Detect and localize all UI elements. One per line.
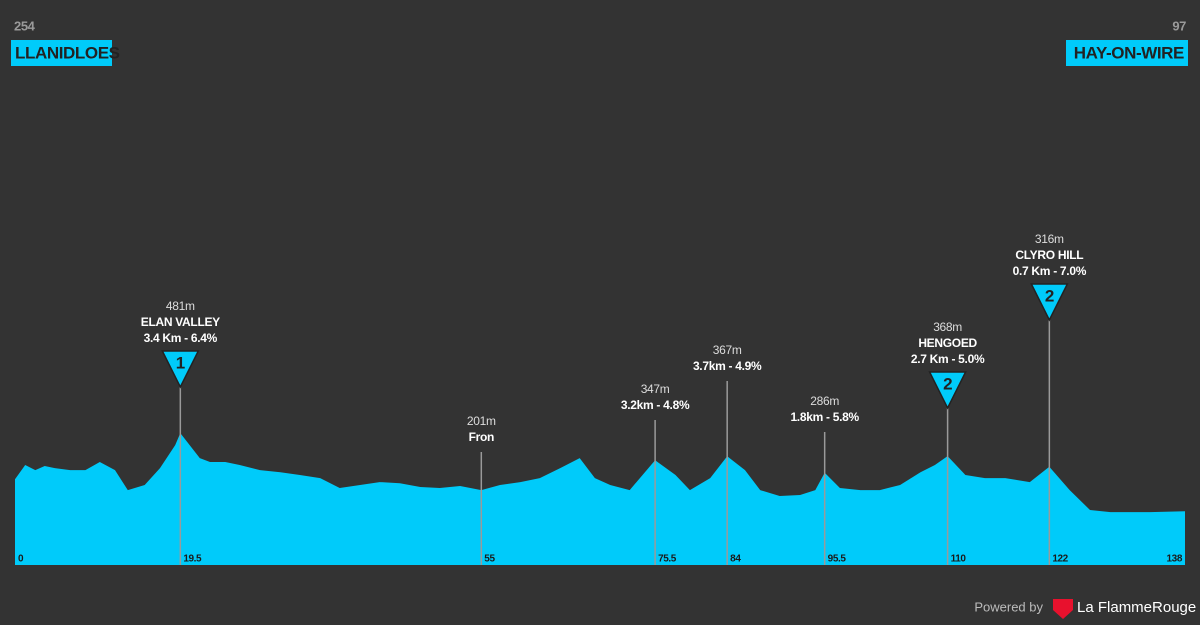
climb-category: 2	[1045, 286, 1054, 305]
climb-name: CLYRO HILL	[1015, 248, 1083, 262]
x-tick-label: 19.5	[183, 554, 202, 565]
brand: La FlammeRouge	[1077, 599, 1196, 616]
x-tick-label: 138	[1167, 554, 1183, 565]
powered-by: Powered by	[974, 599, 1043, 614]
x-tick-label: 95.5	[828, 554, 847, 565]
climb-category-marker	[161, 350, 200, 389]
climb-elevation: 201m	[467, 414, 496, 428]
x-tick-label: 84	[730, 554, 741, 565]
climb-category-marker	[1030, 283, 1069, 322]
x-tick-label: 55	[484, 554, 495, 565]
climb-detail: 3.7km - 4.9%	[693, 359, 762, 373]
start-box	[11, 40, 112, 66]
brand-logo	[1053, 599, 1073, 619]
climb-name: ELAN VALLEY	[141, 315, 220, 329]
profile-area	[15, 433, 1185, 565]
climb-elevation: 481m	[166, 299, 195, 313]
climb-detail: 1.8km - 5.8%	[790, 410, 859, 424]
climb-name: HENGOED	[918, 336, 977, 350]
start-elevation: 254	[14, 18, 36, 33]
finish-name: HAY-ON-WIRE	[1074, 43, 1184, 62]
x-tick-label: 110	[951, 554, 967, 565]
climb-detail: 0.7 Km - 7.0%	[1013, 264, 1087, 278]
climb-elevation: 367m	[713, 343, 742, 357]
climb-name: Fron	[469, 430, 494, 444]
climb-category-marker	[928, 371, 967, 410]
climb-detail: 3.4 Km - 6.4%	[144, 331, 218, 345]
climb-elevation: 368m	[933, 320, 962, 334]
climb-detail: 3.2km - 4.8%	[621, 398, 690, 412]
start-name: LLANIDLOES	[15, 43, 120, 62]
climb-elevation: 347m	[641, 382, 670, 396]
x-tick-label: 0	[18, 554, 24, 565]
climb-elevation: 316m	[1035, 232, 1064, 246]
climb-category: 1	[176, 353, 185, 372]
x-tick-label: 75.5	[658, 554, 677, 565]
climb-detail: 2.7 Km - 5.0%	[911, 352, 985, 366]
finish-elevation: 97	[1172, 18, 1186, 33]
finish-box	[1066, 40, 1188, 66]
climb-category: 2	[943, 374, 952, 393]
climb-elevation: 286m	[810, 394, 839, 408]
x-tick-label: 122	[1052, 554, 1068, 565]
